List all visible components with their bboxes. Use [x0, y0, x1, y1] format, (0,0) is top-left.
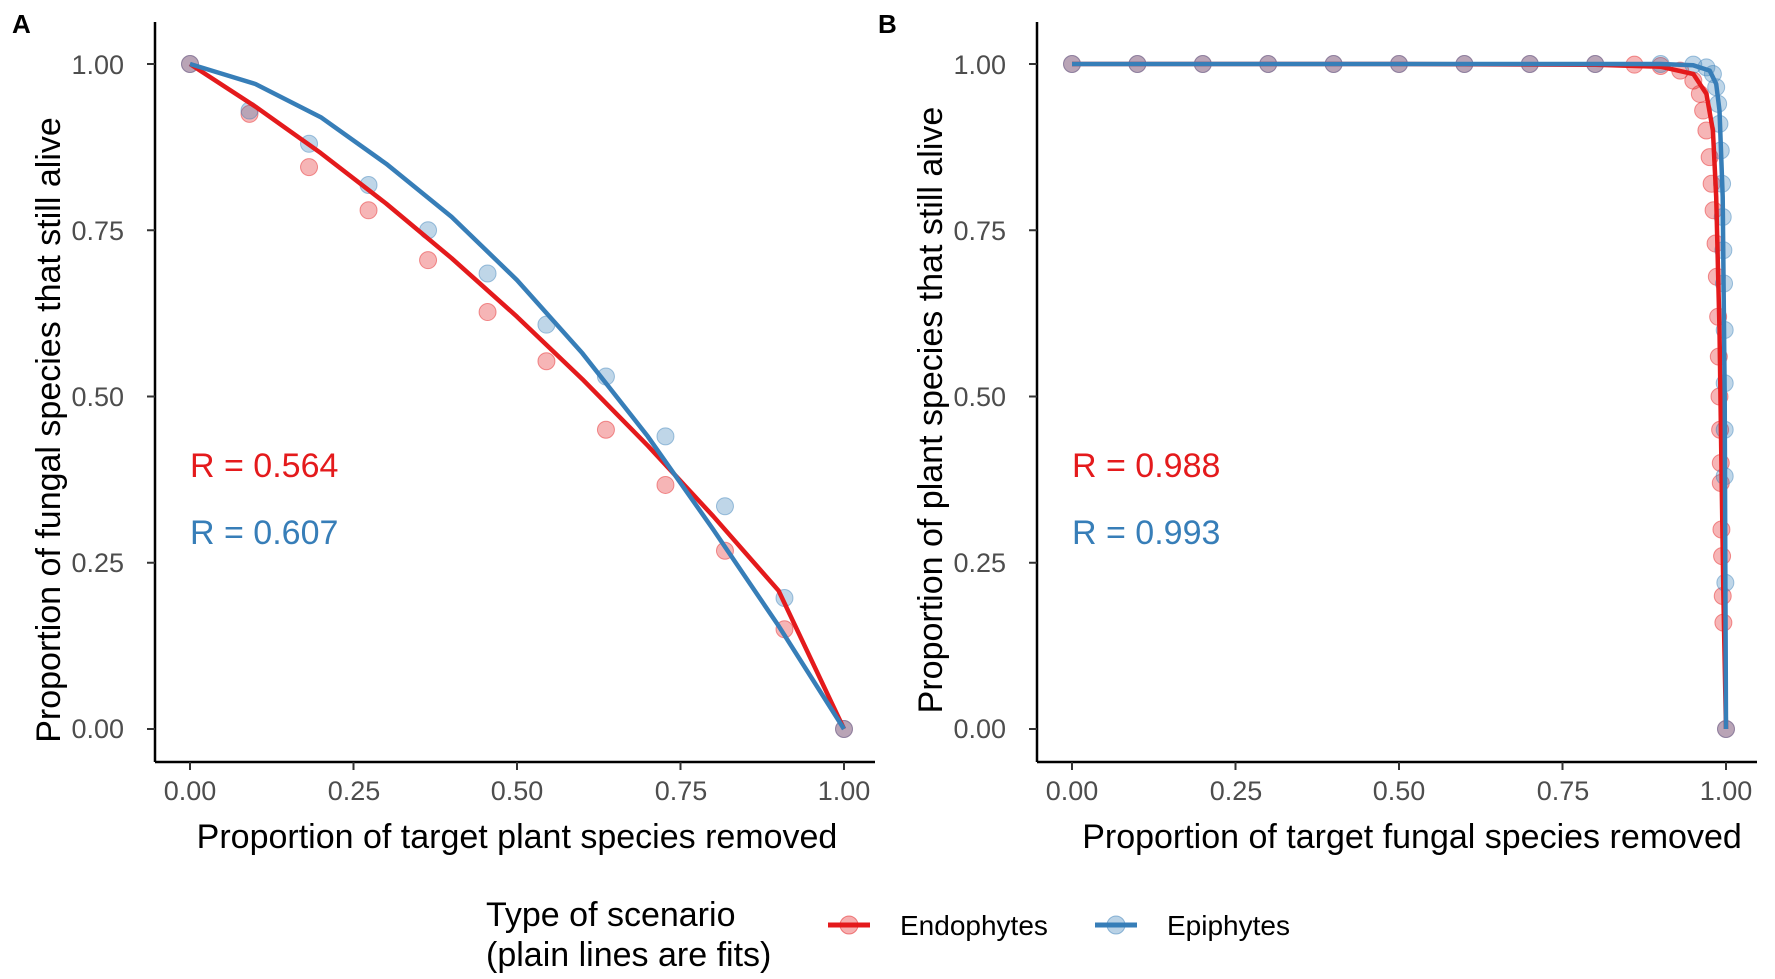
panel-b-x-tick-label: 0.25 — [1210, 776, 1263, 806]
panel-a-y-tick-label: 0.00 — [71, 714, 124, 744]
panel-a: A 1.00 0.75 0.50 0.25 0.00 0.00 0.25 0.5… — [12, 9, 875, 856]
panel-a-x-tick-label: 0.75 — [655, 776, 708, 806]
panel-a-x-tick-label: 0.00 — [164, 776, 217, 806]
panel-a-x-tick-labels: 0.00 0.25 0.50 0.75 1.00 — [164, 776, 871, 806]
legend-item-epiphytes: Epiphytes — [1095, 910, 1290, 941]
panel-b-x-tick-label: 0.00 — [1046, 776, 1099, 806]
panel-b-y-axis-title: Proportion of plant species that still a… — [912, 107, 950, 714]
panel-b-fit-line-endophytes — [1072, 61, 1729, 730]
panel-b-fit-line-epiphytes — [1072, 61, 1729, 730]
panel-b-plot-area — [1029, 22, 1757, 770]
panel-b-r-epiphytes: R = 0.993 — [1072, 514, 1220, 552]
panel-b-y-tick-label: 0.50 — [953, 382, 1006, 412]
panel-b-y-tick-label: 1.00 — [953, 50, 1006, 80]
panel-a-y-tick-labels: 1.00 0.75 0.50 0.25 0.00 — [71, 50, 124, 744]
panel-a-point-endophytes — [478, 303, 497, 322]
legend-point-endophytes — [839, 915, 859, 935]
panel-a-point-epiphytes — [656, 427, 675, 446]
legend-label-endophytes: Endophytes — [900, 910, 1048, 941]
panel-a-point-endophytes — [656, 475, 675, 494]
panel-a-r-endophytes: R = 0.564 — [190, 447, 338, 485]
panel-a-y-axis-title: Proportion of fungal species that still … — [30, 117, 68, 743]
panel-a-tag: A — [12, 9, 31, 39]
panel-a-point-endophytes — [537, 352, 556, 371]
panel-b-r-endophytes: R = 0.988 — [1072, 447, 1220, 485]
legend: Type of scenario (plain lines are fits) … — [486, 896, 1290, 974]
panel-a-fit-line-epiphytes — [189, 61, 846, 731]
panel-b-y-tick-label: 0.75 — [953, 216, 1006, 246]
panel-a-y-tick-label: 1.00 — [71, 50, 124, 80]
panel-a-x-tick-label: 0.25 — [328, 776, 381, 806]
panel-b-x-axis-title: Proportion of target fungal species remo… — [1082, 818, 1742, 856]
panel-a-point-endophytes — [596, 420, 615, 439]
legend-point-epiphytes — [1106, 915, 1126, 935]
panel-a-plot-area — [147, 22, 875, 770]
legend-item-endophytes: Endophytes — [828, 910, 1048, 941]
panel-a-fit-line-endophytes — [188, 62, 847, 730]
panel-a-x-axis-title: Proportion of target plant species remov… — [197, 818, 838, 856]
panel-a-point-endophytes — [419, 251, 438, 270]
panel-b-x-tick-label: 1.00 — [1700, 776, 1753, 806]
panel-a-point-epiphytes — [478, 264, 497, 283]
legend-label-epiphytes: Epiphytes — [1167, 910, 1290, 941]
panel-a-y-tick-label: 0.75 — [71, 216, 124, 246]
panel-a-y-tick-label: 0.50 — [71, 382, 124, 412]
panel-a-point-endophytes — [300, 158, 319, 177]
panel-a-y-tick-label: 0.25 — [71, 548, 124, 578]
legend-title-line2: (plain lines are fits) — [486, 936, 771, 974]
legend-title-line1: Type of scenario — [486, 896, 735, 934]
panel-b-x-tick-label: 0.50 — [1373, 776, 1426, 806]
panel-b-y-tick-label: 0.00 — [953, 714, 1006, 744]
panel-a-x-tick-label: 1.00 — [818, 776, 871, 806]
panel-a-r-epiphytes: R = 0.607 — [190, 514, 338, 552]
panel-b: B 1.00 0.75 0.50 0.25 0.00 0.00 0.25 0.5… — [878, 9, 1757, 856]
panel-b-x-tick-label: 0.75 — [1537, 776, 1590, 806]
panel-a-x-tick-label: 0.50 — [491, 776, 544, 806]
panel-b-y-tick-labels: 1.00 0.75 0.50 0.25 0.00 — [953, 50, 1006, 744]
panel-b-tag: B — [878, 9, 897, 39]
panel-b-x-tick-labels: 0.00 0.25 0.50 0.75 1.00 — [1046, 776, 1753, 806]
panel-b-y-tick-label: 0.25 — [953, 548, 1006, 578]
panel-a-point-epiphytes — [715, 497, 734, 516]
panel-a-point-endophytes — [359, 201, 378, 220]
